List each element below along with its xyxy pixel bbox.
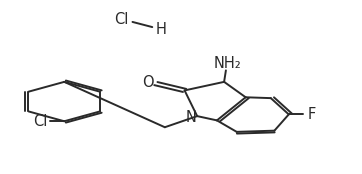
Text: N: N <box>186 110 197 125</box>
Text: Cl: Cl <box>33 114 47 129</box>
Text: O: O <box>142 75 154 90</box>
Text: F: F <box>308 107 316 122</box>
Text: H: H <box>156 22 167 37</box>
Text: NH₂: NH₂ <box>214 56 241 70</box>
Text: Cl: Cl <box>114 12 129 27</box>
